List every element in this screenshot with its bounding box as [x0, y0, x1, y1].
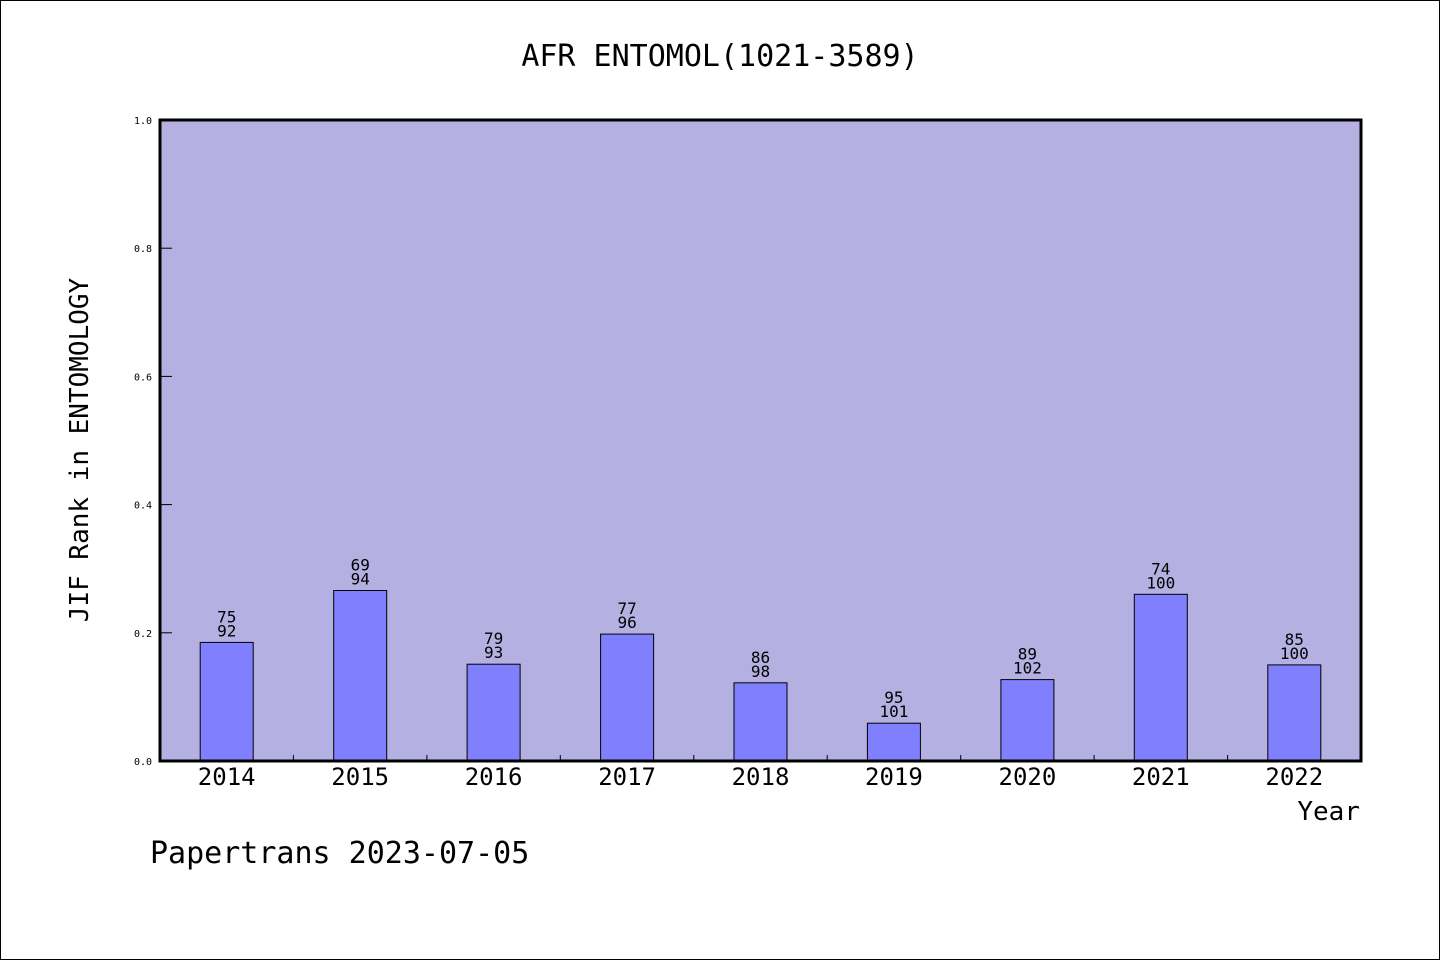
data-label-rank-2016: 79 — [484, 629, 503, 648]
data-label-total-2014: 92 — [217, 621, 236, 640]
y-tick-label-1.0: 1.0 — [134, 116, 152, 127]
x-axis-label: Year — [1297, 797, 1360, 827]
data-label-rank-2019: 95 — [884, 688, 903, 707]
y-axis-label: JIF Rank in ENTOMOLOGY — [65, 277, 95, 622]
data-label-rank-2017: 77 — [617, 599, 636, 618]
x-tick-label-2016: 2016 — [465, 763, 523, 791]
footer-credit: Papertrans 2023-07-05 — [150, 836, 529, 871]
chart-title: AFR ENTOMOL(1021-3589) — [521, 39, 918, 74]
x-tick-label-2021: 2021 — [1132, 763, 1190, 791]
data-label-rank-2022: 85 — [1285, 630, 1304, 649]
x-tick-label-2014: 2014 — [198, 763, 256, 791]
y-tick-label-0.4: 0.4 — [134, 501, 152, 512]
data-label-rank-2021: 74 — [1151, 559, 1170, 578]
x-tick-label-2017: 2017 — [598, 763, 656, 791]
bar-2021 — [1133, 593, 1188, 762]
bar-2017 — [600, 633, 655, 762]
x-tick-label-2019: 2019 — [865, 763, 923, 791]
data-label-total-2018: 98 — [751, 662, 770, 681]
data-label-rank-2015: 69 — [351, 556, 370, 575]
bar-2022 — [1267, 664, 1322, 762]
x-tick-label-2015: 2015 — [331, 763, 389, 791]
data-label-total-2017: 96 — [617, 613, 636, 632]
x-tick-label-2022: 2022 — [1265, 763, 1323, 791]
y-tick-label-0.0: 0.0 — [134, 757, 152, 768]
bars-layer — [199, 590, 1322, 762]
y-axis: 0.0 0.2 0.4 0.6 0.8 1.0 — [134, 116, 172, 768]
data-label-total-2016: 93 — [484, 643, 503, 662]
bar-2018 — [733, 682, 788, 762]
bar-2019 — [866, 722, 921, 762]
data-label-total-2015: 94 — [351, 570, 370, 589]
x-tick-label-2020: 2020 — [999, 763, 1057, 791]
plot-border — [158, 118, 1363, 763]
data-label-total-2022: 100 — [1280, 644, 1309, 663]
data-label-total-2021: 100 — [1146, 573, 1175, 592]
data-label-rank-2014: 75 — [217, 607, 236, 626]
y-tick-label-0.8: 0.8 — [134, 244, 152, 255]
y-tick-label-0.2: 0.2 — [134, 629, 152, 640]
data-label-total-2019: 101 — [879, 702, 908, 721]
x-axis: 2014 2015 2016 2017 2018 2019 2020 2021 2022 — [198, 755, 1323, 791]
y-tick-label-0.6: 0.6 — [134, 372, 152, 383]
data-label-rank-2018: 86 — [751, 648, 770, 667]
data-label-total-2020: 102 — [1013, 659, 1042, 678]
bar-2020 — [1000, 679, 1055, 762]
bar-2015 — [333, 590, 388, 762]
bar-2014 — [199, 641, 254, 762]
x-tick-label-2018: 2018 — [732, 763, 790, 791]
bar-2016 — [466, 663, 521, 762]
data-label-rank-2020: 89 — [1018, 645, 1037, 664]
